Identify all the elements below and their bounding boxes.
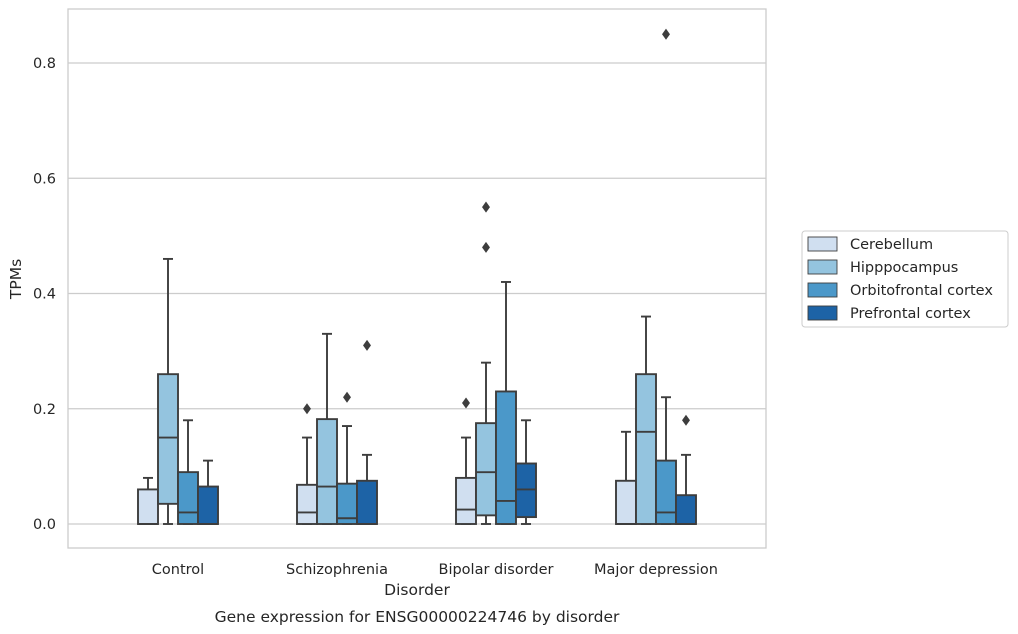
outlier-point xyxy=(462,397,470,409)
box-iqr xyxy=(455,476,477,525)
outlier-point xyxy=(682,414,690,426)
legend-swatch xyxy=(807,305,838,321)
y-tick-label: 0.2 xyxy=(33,402,56,418)
outlier-point xyxy=(343,391,351,403)
y-tick-label: 0.8 xyxy=(33,56,56,72)
outlier-point xyxy=(662,28,670,40)
box-iqr xyxy=(157,373,179,505)
box-iqr xyxy=(356,479,378,525)
box-iqr xyxy=(615,479,637,525)
box-iqr xyxy=(655,459,677,525)
box-iqr xyxy=(675,494,697,525)
x-tick-label: Bipolar disorder xyxy=(439,562,554,578)
box-plot-area xyxy=(137,28,697,525)
box-orbitofrontal-cortex-bipolar-disorder xyxy=(495,281,517,525)
box-iqr xyxy=(197,485,219,525)
legend-label: Orbitofrontal cortex xyxy=(850,283,993,299)
box-cerebellum-major-depression xyxy=(615,430,637,525)
x-axis-title: Disorder xyxy=(384,581,450,599)
legend-swatch xyxy=(807,259,838,275)
box-cerebellum-schizophrenia xyxy=(296,403,318,525)
outlier-point xyxy=(482,241,490,253)
legend-items: Cerebellum Hipppocampus Orbitofrontal cort… xyxy=(807,236,993,322)
legend: Cerebellum Hipppocampus Orbitofrontal cort… xyxy=(801,230,1009,328)
box-hipppocampus-schizophrenia xyxy=(316,332,338,525)
legend-frame xyxy=(801,230,1009,328)
box-cerebellum-control xyxy=(137,476,159,525)
box-hipppocampus-bipolar-disorder xyxy=(475,201,497,525)
x-tick-label: Major depression xyxy=(594,562,718,578)
y-tick-label: 0.0 xyxy=(33,517,56,533)
box-prefrontal-cortex-control xyxy=(197,459,219,525)
box-iqr xyxy=(475,422,497,517)
outlier-point xyxy=(303,403,311,415)
chart-caption: Gene expression for ENSG00000224746 by d… xyxy=(215,608,620,626)
box-iqr xyxy=(495,390,517,525)
plot-frame xyxy=(67,8,767,549)
legend-swatch xyxy=(807,282,838,298)
box-iqr xyxy=(177,471,199,525)
box-prefrontal-cortex-major-depression xyxy=(675,414,697,525)
box-orbitofrontal-cortex-major-depression xyxy=(655,28,677,525)
x-tick-label: Schizophrenia xyxy=(286,562,388,578)
x-tick-label: Control xyxy=(152,562,204,578)
y-tick-labels: 0.0 0.2 0.4 0.6 0.8 xyxy=(33,56,56,533)
box-hipppocampus-control xyxy=(157,257,179,525)
legend-label: Cerebellum xyxy=(850,237,933,253)
box-orbitofrontal-cortex-schizophrenia xyxy=(336,391,358,525)
box-cerebellum-bipolar-disorder xyxy=(455,397,477,525)
legend-label: Prefrontal cortex xyxy=(850,306,971,322)
legend-label: Hipppocampus xyxy=(850,260,958,276)
box-orbitofrontal-cortex-control xyxy=(177,419,199,525)
box-iqr xyxy=(296,483,318,525)
box-prefrontal-cortex-bipolar-disorder xyxy=(515,419,537,525)
box-hipppocampus-major-depression xyxy=(635,315,657,525)
y-tick-label: 0.6 xyxy=(33,171,56,187)
box-prefrontal-cortex-schizophrenia xyxy=(356,339,378,525)
y-tick-label: 0.4 xyxy=(33,287,56,303)
legend-swatch xyxy=(807,236,838,252)
box-iqr xyxy=(316,418,338,525)
x-tick-labels: Control Schizophrenia Bipolar disorder Majo… xyxy=(152,562,718,578)
box-iqr xyxy=(137,488,159,525)
y-axis-title: TPMs xyxy=(7,259,25,300)
box-iqr xyxy=(635,373,657,525)
outlier-point xyxy=(363,339,371,351)
outlier-point xyxy=(482,201,490,213)
